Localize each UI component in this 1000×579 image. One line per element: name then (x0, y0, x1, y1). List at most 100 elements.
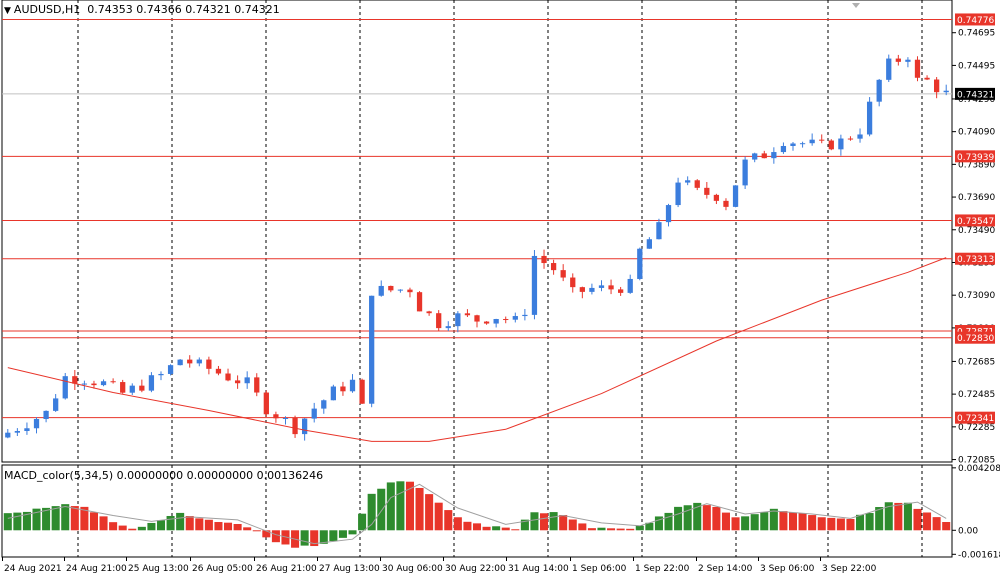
candle-body[interactable] (732, 185, 739, 207)
candle-body[interactable] (483, 321, 490, 324)
candle-body[interactable] (234, 380, 241, 384)
candle-body[interactable] (608, 285, 614, 290)
candle-body[interactable] (177, 359, 183, 366)
candle-body[interactable] (53, 398, 59, 411)
candle-body[interactable] (828, 140, 834, 150)
candle-body[interactable] (43, 410, 49, 420)
candle-body[interactable] (809, 139, 815, 144)
candle-body[interactable] (436, 313, 442, 329)
candle-body[interactable] (819, 139, 825, 141)
candle-body[interactable] (397, 289, 404, 291)
candle-body[interactable] (196, 359, 202, 364)
candle-body[interactable] (81, 383, 88, 385)
candle-body[interactable] (302, 418, 308, 435)
candle-body[interactable] (646, 239, 652, 249)
candle-body[interactable] (685, 180, 691, 183)
candle-body[interactable] (704, 187, 710, 195)
candle-body[interactable] (91, 383, 97, 386)
candle-body[interactable] (886, 58, 892, 80)
candle-body[interactable] (206, 359, 212, 369)
candle-body[interactable] (321, 400, 327, 409)
candle-body[interactable] (656, 222, 662, 240)
candle-body[interactable] (244, 377, 250, 384)
collapse-icon[interactable] (852, 3, 860, 8)
candle-body[interactable] (675, 182, 681, 206)
candle-body[interactable] (570, 277, 576, 288)
candle-body[interactable] (943, 90, 949, 93)
candle-body[interactable] (464, 313, 471, 316)
candle-body[interactable] (292, 418, 298, 435)
candle-body[interactable] (474, 315, 480, 322)
candle-body[interactable] (282, 418, 289, 420)
candle-body[interactable] (627, 278, 633, 293)
candle-body[interactable] (618, 289, 624, 293)
candle-body[interactable] (426, 311, 432, 314)
candle-body[interactable] (100, 381, 107, 386)
candle-body[interactable] (838, 138, 844, 150)
candle-body[interactable] (14, 431, 20, 433)
candle-body[interactable] (359, 379, 365, 404)
candle-body[interactable] (550, 263, 557, 271)
candle-body[interactable] (129, 385, 135, 393)
candle-body[interactable] (924, 77, 930, 80)
candle-body[interactable] (780, 145, 787, 153)
candle-body[interactable] (847, 138, 854, 140)
candle-body[interactable] (579, 287, 585, 292)
candle-body[interactable] (72, 376, 78, 384)
candle-body[interactable] (330, 386, 336, 401)
candle-body[interactable] (120, 382, 126, 393)
candle-body[interactable] (598, 285, 605, 288)
candle-body[interactable] (876, 79, 882, 102)
candle-body[interactable] (866, 101, 873, 135)
candle-body[interactable] (713, 194, 720, 201)
candle-body[interactable] (637, 248, 643, 279)
triangle-down-icon[interactable]: ▼ (4, 6, 11, 16)
candle-body[interactable] (761, 153, 767, 159)
candle-body[interactable] (254, 377, 260, 393)
candle-body[interactable] (62, 376, 68, 399)
candle-body[interactable] (273, 414, 279, 419)
candle-body[interactable] (723, 200, 729, 207)
candle-body[interactable] (589, 287, 595, 292)
candle-body[interactable] (895, 58, 901, 62)
candle-body[interactable] (531, 255, 538, 315)
candle-body[interactable] (503, 319, 509, 321)
candle-body[interactable] (694, 180, 700, 188)
candle-body[interactable] (5, 432, 11, 438)
candle-body[interactable] (752, 153, 758, 160)
candle-body[interactable] (416, 292, 423, 312)
candle-body[interactable] (742, 159, 748, 186)
candle-body[interactable] (369, 295, 375, 404)
candle-body[interactable] (340, 386, 346, 392)
candle-body[interactable] (455, 313, 461, 327)
candle-body[interactable] (388, 285, 394, 291)
candle-body[interactable] (914, 59, 921, 78)
candle-body[interactable] (905, 59, 911, 62)
candle-body[interactable] (167, 365, 174, 374)
candle-body[interactable] (225, 373, 231, 381)
candle-body[interactable] (349, 379, 356, 392)
candle-body[interactable] (378, 285, 384, 296)
candle-body[interactable] (215, 368, 222, 374)
candle-body[interactable] (139, 385, 145, 391)
candle-body[interactable] (445, 326, 451, 329)
candle-body[interactable] (512, 316, 518, 320)
candle-body[interactable] (311, 408, 317, 419)
candle-body[interactable] (187, 359, 193, 364)
candle-body[interactable] (33, 419, 40, 429)
candle-body[interactable] (493, 319, 499, 324)
candle-body[interactable] (110, 381, 116, 383)
candle-body[interactable] (790, 143, 796, 146)
candle-body[interactable] (799, 143, 806, 145)
candle-body[interactable] (407, 289, 413, 293)
candle-body[interactable] (158, 373, 164, 376)
candle-body[interactable] (665, 205, 672, 223)
candle-body[interactable] (24, 428, 30, 432)
candle-body[interactable] (560, 270, 566, 278)
candle-body[interactable] (934, 79, 940, 93)
candle-body[interactable] (771, 152, 777, 159)
candle-body[interactable] (522, 314, 528, 317)
candle-body[interactable] (263, 392, 269, 415)
candle-body[interactable] (541, 255, 547, 264)
